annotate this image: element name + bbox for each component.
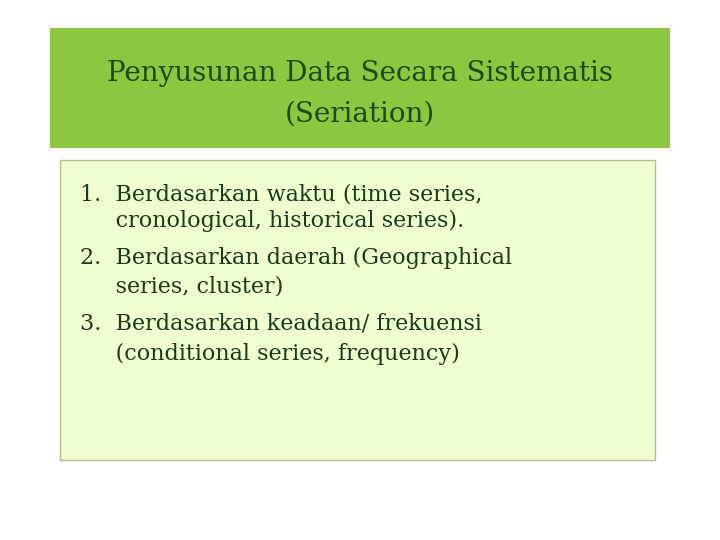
FancyBboxPatch shape: [50, 28, 670, 148]
Text: cronological, historical series).: cronological, historical series).: [80, 210, 464, 232]
Text: (Seriation): (Seriation): [285, 101, 435, 128]
Text: 3.  Berdasarkan keadaan/ frekuensi: 3. Berdasarkan keadaan/ frekuensi: [80, 313, 482, 335]
Text: 1.  Berdasarkan waktu (time series,: 1. Berdasarkan waktu (time series,: [80, 183, 482, 205]
Text: (conditional series, frequency): (conditional series, frequency): [80, 343, 460, 365]
Text: Penyusunan Data Secara Sistematis: Penyusunan Data Secara Sistematis: [107, 60, 613, 87]
FancyBboxPatch shape: [60, 160, 655, 460]
Text: 2.  Berdasarkan daerah (Geographical: 2. Berdasarkan daerah (Geographical: [80, 247, 512, 269]
Text: series, cluster): series, cluster): [80, 275, 284, 297]
